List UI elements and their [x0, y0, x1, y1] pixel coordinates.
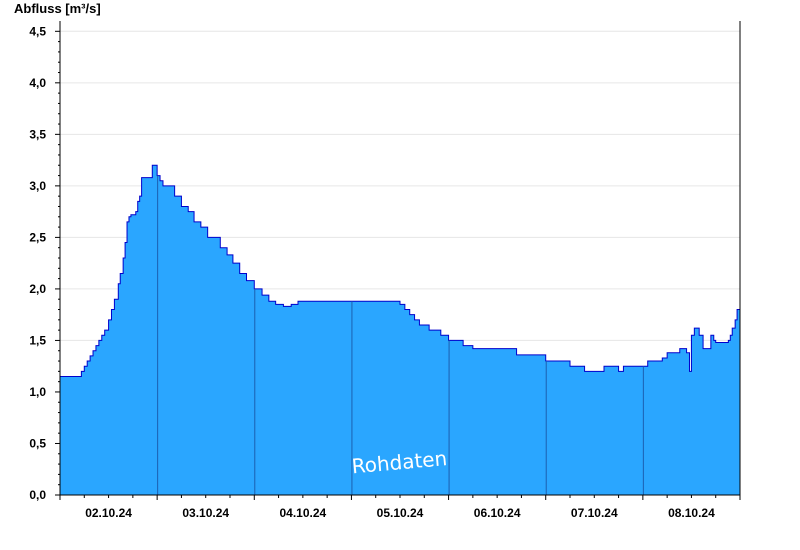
x-tick-label: 03.10.24: [182, 506, 229, 520]
y-tick-label: 3,5: [29, 127, 46, 141]
y-tick-labels: 0,0 0,5 1,0 1,5 2,0 2,5 3,0 3,5 4,0 4,5: [29, 24, 46, 502]
y-tick-label: 2,0: [29, 282, 46, 296]
y-tick-label: 4,5: [29, 24, 46, 38]
y-axis-label: Abfluss [m³/s]: [14, 1, 101, 16]
area-series: [60, 164, 741, 495]
x-tick-labels: 02.10.24 03.10.24 04.10.24 05.10.24 06.10.24…: [85, 506, 715, 520]
y-tick-label: 1,0: [29, 385, 46, 399]
series-line: [60, 164, 741, 377]
y-tick-label: 2,5: [29, 230, 46, 244]
y-tick-label: 0,5: [29, 436, 46, 450]
area-fill: [60, 165, 740, 495]
x-tick-label: 05.10.24: [377, 506, 424, 520]
x-tick-label: 08.10.24: [668, 506, 715, 520]
y-tick-label: 0,0: [29, 488, 46, 502]
day-boundary-lines: [157, 175, 644, 495]
x-tick-label: 06.10.24: [474, 506, 521, 520]
x-tick-label: 02.10.24: [85, 506, 132, 520]
x-tick-label: 04.10.24: [279, 506, 326, 520]
axes: [55, 21, 741, 500]
y-tick-label: 3,0: [29, 179, 46, 193]
y-tick-label: 1,5: [29, 333, 46, 347]
x-tick-label: 07.10.24: [571, 506, 618, 520]
y-tick-label: 4,0: [29, 76, 46, 90]
